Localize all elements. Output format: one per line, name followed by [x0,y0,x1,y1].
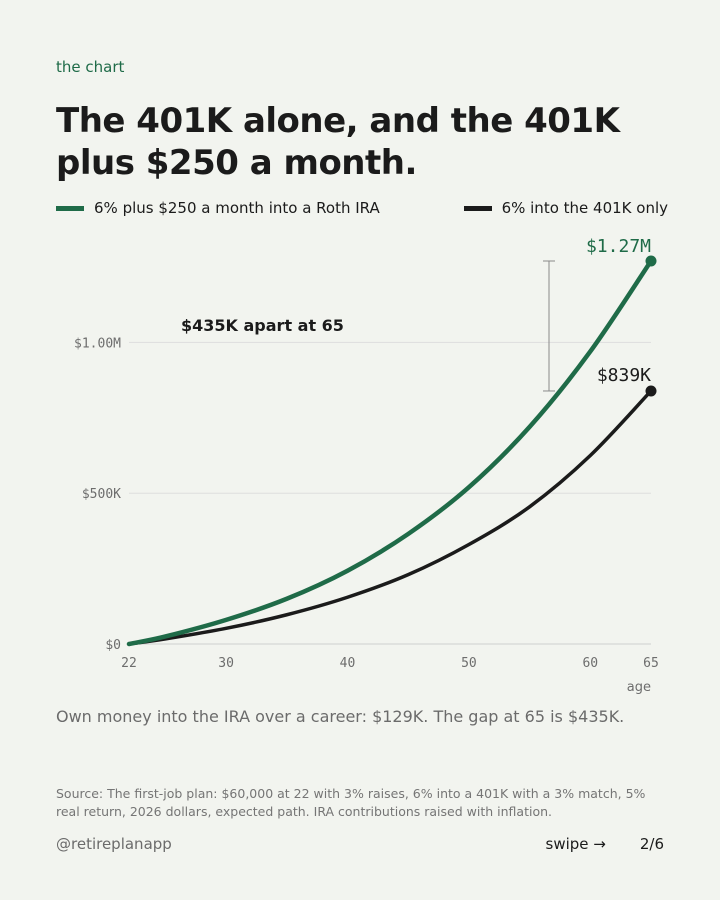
footer: @retireplanapp swipe → 2/6 [56,835,664,853]
x-tick-label: 50 [461,656,477,671]
end-point-roth [645,255,657,267]
account-handle: @retireplanapp [56,835,172,853]
legend-swatch-401k [463,205,492,211]
eyebrow-label: the chart [56,58,125,76]
line-chart: $0 $500K $1.00M 22 30 40 50 60 65 age $435K apart … [74,236,659,695]
x-tick-label: 40 [340,656,356,671]
swipe-button[interactable]: swipe → [545,835,606,853]
x-tick-label: 22 [121,656,137,671]
page-indicator: 2/6 [639,835,664,853]
summary-text: Own money into the IRA over a career: $1… [56,707,625,726]
legend-swatch-roth [56,205,84,211]
legend-item-401k: 6% into the 401K only [463,199,668,217]
chart-legend: 6% plus $250 a month into a Roth IRA 6% … [56,199,668,217]
x-tick-label: 65 [643,656,659,671]
gap-annotation: $435K apart at 65 [181,316,344,335]
x-tick-label: 30 [218,656,234,671]
end-label-roth: $1.27M [586,236,651,257]
x-tick-label: 60 [582,656,598,671]
end-point-401k [645,385,657,397]
chart-title: The 401K alone, and the 401K plus $250 a… [56,101,620,183]
x-axis-title: age [627,680,651,695]
end-label-401k: $839K [597,365,651,386]
carousel-nav: swipe → 2/6 [546,835,664,853]
y-tick-label: $500K [82,487,121,502]
series-line-401k [127,389,653,646]
legend-label-401k: 6% into the 401K only [501,199,668,217]
legend-item-roth: 6% plus $250 a month into a Roth IRA [56,199,380,217]
legend-label-roth: 6% plus $250 a month into a Roth IRA [94,199,380,217]
source-note: Source: The first-job plan: $60,000 at 2… [56,786,646,819]
y-tick-label: $0 [105,638,121,653]
series-line-roth [126,258,654,647]
y-tick-label: $1.00M [74,336,121,351]
